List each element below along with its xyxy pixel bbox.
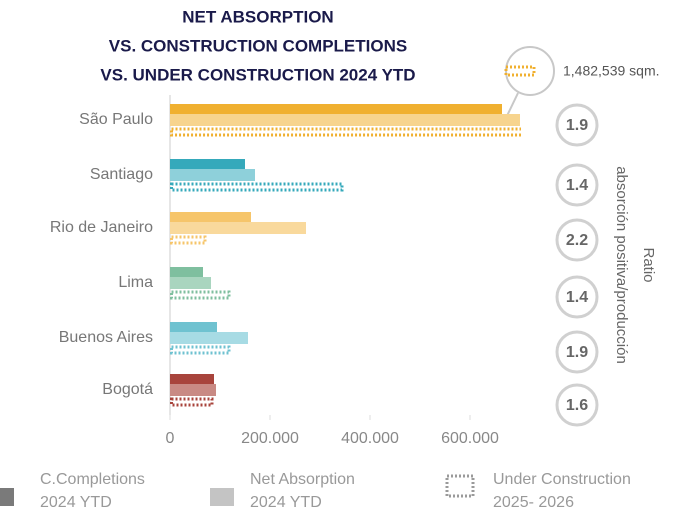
title-line: NET ABSORPTION bbox=[182, 7, 333, 26]
legend-period: 2025- 2026 bbox=[493, 494, 574, 511]
legend-label: Under Construction bbox=[493, 471, 631, 488]
bar bbox=[170, 159, 245, 169]
legend-label: C.Completions bbox=[40, 471, 145, 488]
ratio-value: 1.4 bbox=[566, 289, 588, 306]
legend-period: 2024 YTD bbox=[250, 494, 322, 511]
category-label: São Paulo bbox=[79, 111, 153, 128]
bar bbox=[170, 267, 203, 277]
category-label: Rio de Janeiro bbox=[50, 219, 153, 236]
bar bbox=[170, 104, 502, 114]
bar bbox=[170, 127, 521, 137]
title-line: VS. CONSTRUCTION COMPLETIONS bbox=[109, 36, 407, 55]
ratio-label: absorción positiva/producción bbox=[613, 166, 630, 364]
ratio-value: 1.9 bbox=[566, 344, 588, 361]
ratio-value: 2.2 bbox=[566, 232, 588, 249]
category-label: Lima bbox=[118, 274, 153, 291]
bars bbox=[170, 104, 521, 407]
ratio-value: 1.6 bbox=[566, 397, 588, 414]
ratio-circle bbox=[555, 330, 599, 374]
bar bbox=[170, 182, 344, 192]
legend-swatch bbox=[210, 488, 234, 506]
category-label: Santiago bbox=[90, 166, 153, 183]
legend-swatch bbox=[0, 488, 14, 506]
x-tick-label: 600.000 bbox=[441, 430, 499, 447]
x-tick-label: 0 bbox=[166, 430, 175, 447]
ratio-circle bbox=[555, 275, 599, 319]
ratio-value: 1.4 bbox=[566, 177, 588, 194]
ratio-label: Ratio bbox=[640, 247, 657, 282]
ratio-circle bbox=[555, 103, 599, 147]
legend-label: Net Absorption bbox=[250, 471, 355, 488]
magnified-bar bbox=[504, 65, 536, 77]
category-label: Bogotá bbox=[102, 381, 153, 398]
category-label: Buenos Aires bbox=[59, 329, 153, 346]
bar bbox=[170, 322, 217, 332]
x-tick-label: 400.000 bbox=[341, 430, 399, 447]
ratio-circle bbox=[555, 163, 599, 207]
bar bbox=[170, 169, 255, 181]
bar bbox=[170, 397, 214, 407]
bar bbox=[170, 345, 231, 355]
bar bbox=[170, 212, 251, 222]
legend-swatch bbox=[445, 474, 475, 498]
bar bbox=[170, 277, 211, 289]
magnifier bbox=[505, 46, 555, 96]
bar bbox=[170, 374, 214, 384]
bar bbox=[170, 384, 216, 396]
ratio-circle bbox=[555, 383, 599, 427]
bar bbox=[170, 235, 207, 245]
bar bbox=[170, 114, 520, 126]
bar bbox=[170, 290, 231, 300]
ratio-circle bbox=[555, 218, 599, 262]
bar bbox=[170, 222, 306, 234]
legend-period: 2024 YTD bbox=[40, 494, 112, 511]
annotation: 1,482,539 sqm. bbox=[563, 63, 660, 79]
title-line: VS. UNDER CONSTRUCTION 2024 YTD bbox=[100, 65, 415, 84]
ratio-value: 1.9 bbox=[566, 117, 588, 134]
bar bbox=[170, 332, 248, 344]
x-tick-label: 200.000 bbox=[241, 430, 299, 447]
